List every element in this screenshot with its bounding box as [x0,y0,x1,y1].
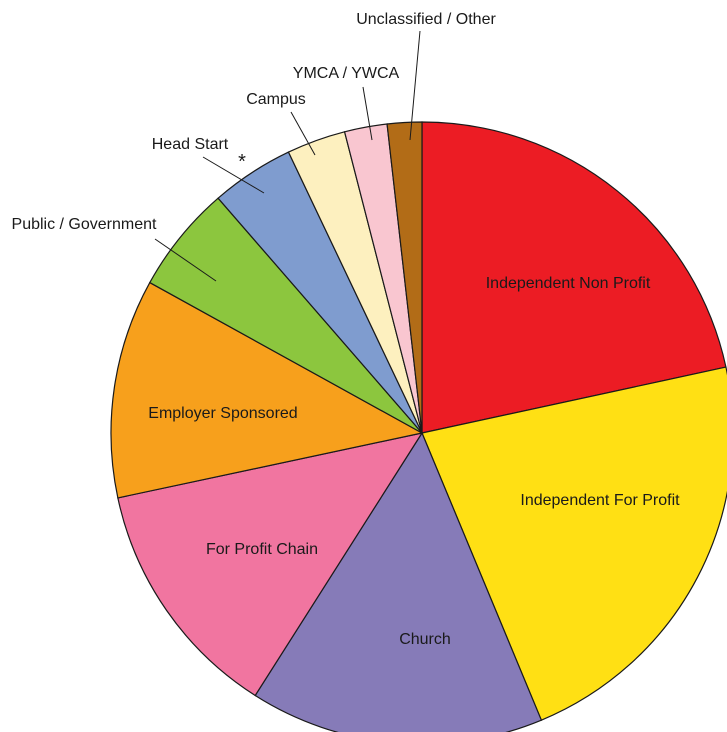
slice-label-unclassified-other: Unclassified / Other [356,11,496,28]
slice-label-ymca-ywca: YMCA / YWCA [293,65,400,82]
slice-label-church: Church [399,631,451,648]
slice-label-employer-sponsored: Employer Sponsored [148,405,297,422]
slice-label-public-government: Public / Government [12,216,158,233]
slice-label-independent-non-profit: Independent Non Profit [486,275,651,292]
asterisk-marker: * [238,151,246,173]
slice-label-independent-for-profit: Independent For Profit [520,492,680,509]
slice-label-head-start: Head Start [152,136,229,153]
slice-label-campus: Campus [246,91,306,108]
slice-label-for-profit-chain: For Profit Chain [206,541,318,558]
